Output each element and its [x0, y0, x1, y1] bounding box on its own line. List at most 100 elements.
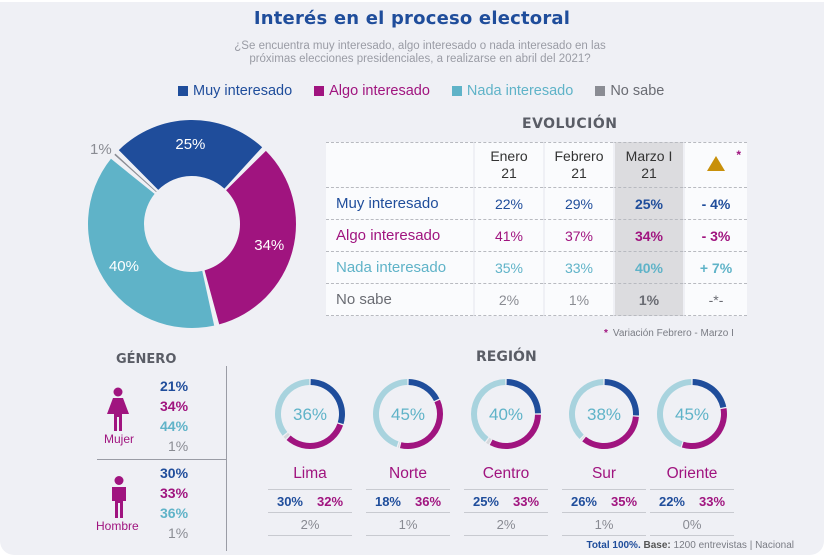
legend: Muy interesado Algo interesado Nada inte… — [178, 83, 664, 99]
genero-title: GÉNERO — [116, 352, 177, 367]
donut-label-nosabe: 1% — [90, 141, 112, 158]
cell: 34% — [613, 220, 683, 252]
delta-cell: + 7% — [683, 252, 747, 284]
table-row: Algo interesado 41% 37% 34% - 3% — [326, 220, 747, 252]
region-muy-value: 22% — [658, 493, 685, 509]
ring-segment-muy — [692, 379, 727, 408]
region-algo-value: 33% — [513, 493, 540, 509]
table-row: Muy interesado 22% 29% 25% - 4% — [326, 188, 747, 220]
row-label: No sabe — [326, 284, 473, 316]
ring-segment-muy — [506, 379, 541, 414]
mujer-muy: 21% — [160, 378, 189, 394]
cell: 35% — [473, 252, 543, 284]
region-nosabe-value: 2% — [464, 513, 548, 536]
cell: 41% — [473, 220, 543, 252]
cell: 29% — [543, 188, 613, 220]
ring-segment-algo — [286, 423, 344, 449]
female-icon — [107, 387, 129, 431]
ring-segment-nosabe — [485, 437, 492, 445]
mujer-nosabe: 1% — [168, 438, 189, 454]
ring-segment-muy — [604, 379, 639, 416]
legend-item-nosabe: No sabe — [595, 83, 664, 99]
header-marzo: Marzo I 21 — [613, 142, 683, 188]
row-label: Nada interesado — [326, 252, 473, 284]
evolucion-title: EVOLUCIÓN — [522, 116, 618, 132]
ring-segment-muy — [310, 379, 345, 425]
cell: 1% — [613, 284, 683, 316]
ring-segment-nada — [471, 379, 506, 442]
legend-label-nosabe: No sabe — [610, 83, 665, 99]
header-enero: Enero 21 — [473, 142, 543, 188]
ring-segment-nada — [657, 379, 692, 448]
footnote-text: Variación Febrero - Marzo I — [612, 328, 734, 339]
region-name: Lima — [293, 465, 327, 482]
question-line-2: próximas elecciones presidenciales, a re… — [249, 53, 591, 65]
cell: 2% — [473, 284, 543, 316]
ring-segment-nada — [275, 379, 310, 436]
donut-slice-nada — [87, 158, 215, 328]
region-sur: 38% Sur 26% 35% 1% — [562, 378, 646, 536]
region-muy-value: 18% — [374, 493, 401, 509]
legend-swatch-muy — [178, 86, 188, 96]
region-algo-value: 33% — [699, 493, 726, 509]
region-donut: 40% — [471, 379, 541, 449]
ring-segment-nosabe — [580, 435, 586, 441]
hombre-muy: 30% — [160, 465, 189, 481]
region-algo-value: 35% — [611, 493, 638, 509]
ring-segment-nada — [373, 379, 408, 448]
region-values-row: 26% 35% — [562, 489, 646, 513]
delta-cell: - 4% — [683, 188, 747, 220]
header-variation: * — [683, 142, 747, 188]
footer-base-label: Base: — [643, 540, 671, 551]
ring-segment-nosabe — [283, 432, 290, 440]
region-muy-value: 30% — [276, 493, 303, 509]
region-title: REGIÓN — [476, 349, 537, 365]
region-values-row: 22% 33% — [650, 489, 734, 513]
hombre-algo: 33% — [160, 485, 189, 501]
male-icon — [112, 476, 126, 518]
legend-swatch-nosabe — [595, 86, 606, 96]
variation-star: * — [736, 148, 741, 162]
region-name: Sur — [591, 465, 617, 482]
hombre-label: Hombre — [96, 519, 139, 533]
footnote: * Variación Febrero - Marzo I — [604, 328, 734, 339]
ring-center-label: 40% — [489, 405, 523, 424]
footer-total: Total 100%. — [586, 540, 641, 551]
region-nosabe-value: 1% — [366, 513, 450, 536]
legend-label-algo: Algo interesado — [329, 83, 430, 99]
ring-segment-algo — [582, 416, 639, 449]
ring-center-label: 36% — [293, 405, 327, 424]
region-muy-value: 25% — [472, 493, 499, 509]
ring-segment-nosabe — [397, 441, 401, 448]
donut-slice-nosabe — [114, 153, 157, 193]
legend-label-muy: Muy interesado — [193, 83, 293, 99]
cell: 25% — [613, 188, 683, 220]
region-values-row: 18% 36% — [366, 489, 450, 513]
ring-segment-algo — [681, 408, 727, 449]
legend-item-nada: Nada interesado — [451, 83, 573, 99]
cell: 37% — [543, 220, 613, 252]
donut-slice-algo — [204, 150, 296, 325]
ring-center-label: 38% — [587, 405, 621, 424]
region-donut: 36% — [275, 379, 345, 449]
ring-segment-nada — [569, 379, 604, 440]
table-row: No sabe 2% 1% 1% -*- — [326, 284, 747, 316]
ring-center-label: 45% — [675, 405, 709, 424]
donut-label-muy: 25% — [175, 136, 205, 153]
hombre-nosabe: 1% — [168, 525, 189, 541]
region-values-row: 30% 32% — [268, 489, 352, 513]
region-algo-value: 32% — [317, 493, 344, 509]
ring-segment-algo — [399, 399, 443, 449]
ring-segment-algo — [489, 414, 541, 449]
mujer-algo: 34% — [160, 398, 189, 414]
region-algo-value: 36% — [415, 493, 442, 509]
donut-slice-muy — [118, 120, 263, 190]
mujer-nada: 44% — [160, 418, 189, 434]
donut-label-algo: 34% — [254, 237, 284, 254]
footer-note: Total 100%. Base: 1200 entrevistas | Nac… — [586, 540, 794, 551]
cell: 1% — [543, 284, 613, 316]
mujer-values: 21% 34% 44% 1% — [160, 376, 188, 456]
header-empty — [326, 142, 473, 188]
question-line-1: ¿Se encuentra muy interesado, algo inter… — [234, 40, 606, 52]
